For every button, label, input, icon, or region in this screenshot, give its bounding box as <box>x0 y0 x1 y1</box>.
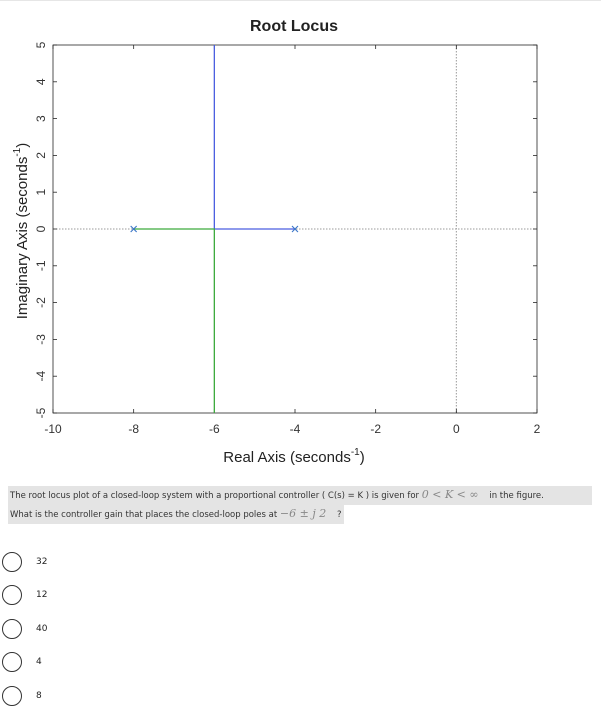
y-tick-label: 0 <box>34 225 48 232</box>
y-tick-label: -3 <box>34 334 48 345</box>
y-axis-label: Imaginary Axis (seconds-1) <box>12 143 31 319</box>
y-tick-label: -4 <box>34 371 48 382</box>
option-label: 32 <box>36 556 48 567</box>
reference-lines <box>53 45 537 413</box>
x-tick-label: -4 <box>290 422 301 436</box>
y-tick-label: -1 <box>34 260 48 271</box>
gain-range-math: 0 < K < ∞ <box>421 488 479 501</box>
answer-options: 32 12 40 4 8 <box>2 545 47 713</box>
option-8[interactable]: 8 <box>2 679 47 713</box>
option-32[interactable]: 32 <box>2 545 47 579</box>
y-tick-label: 4 <box>34 78 48 85</box>
y-tick-label: 2 <box>34 152 48 159</box>
y-tick-label: 5 <box>34 41 48 48</box>
radio-button[interactable] <box>2 685 22 706</box>
pole-marker <box>130 225 138 233</box>
x-tick-label: 2 <box>534 422 541 436</box>
option-label: 8 <box>36 690 42 701</box>
option-40[interactable]: 40 <box>2 612 47 646</box>
option-label: 40 <box>36 623 48 634</box>
question-line-1: The root locus plot of a closed-loop sys… <box>8 486 592 505</box>
option-label: 4 <box>36 657 42 668</box>
x-tick-labels: -10 -8 -6 -4 -2 0 2 <box>44 422 540 436</box>
x-tick-label: -10 <box>44 422 62 436</box>
y-tick-label: -5 <box>34 407 48 418</box>
x-tick-label: 0 <box>453 422 460 436</box>
x-axis-label: Real Axis (seconds-1) <box>223 447 364 466</box>
option-label: 12 <box>36 590 48 601</box>
open-loop-poles <box>130 225 299 233</box>
pole-marker-stroke <box>130 225 138 233</box>
radio-button[interactable] <box>2 618 22 639</box>
x-tick-label: -6 <box>209 422 220 436</box>
pole-location-math: −6 ± j 2 <box>279 507 327 520</box>
chart-title: Root Locus <box>250 18 338 35</box>
option-12[interactable]: 12 <box>2 579 47 613</box>
option-4[interactable]: 4 <box>2 646 47 680</box>
locus-branches <box>133 45 295 413</box>
question-text: The root locus plot of a closed-loop sys… <box>8 486 592 524</box>
locus-branch-2 <box>133 228 215 413</box>
pole-marker <box>291 225 299 233</box>
x-tick-label: -8 <box>128 422 139 436</box>
y-tick-label: -2 <box>34 297 48 308</box>
question-line-2: What is the controller gain that places … <box>8 505 344 524</box>
radio-button[interactable] <box>2 585 22 606</box>
top-divider <box>0 0 601 1</box>
x-tick-label: -2 <box>370 422 381 436</box>
y-tick-labels: -5 -4 -3 -2 -1 0 1 2 3 4 5 <box>34 41 48 418</box>
y-tick-label: 3 <box>34 115 48 122</box>
radio-button[interactable] <box>2 652 22 673</box>
y-tick-label: 1 <box>34 189 48 196</box>
pole-marker-stroke <box>291 225 299 233</box>
radio-button[interactable] <box>2 551 22 572</box>
